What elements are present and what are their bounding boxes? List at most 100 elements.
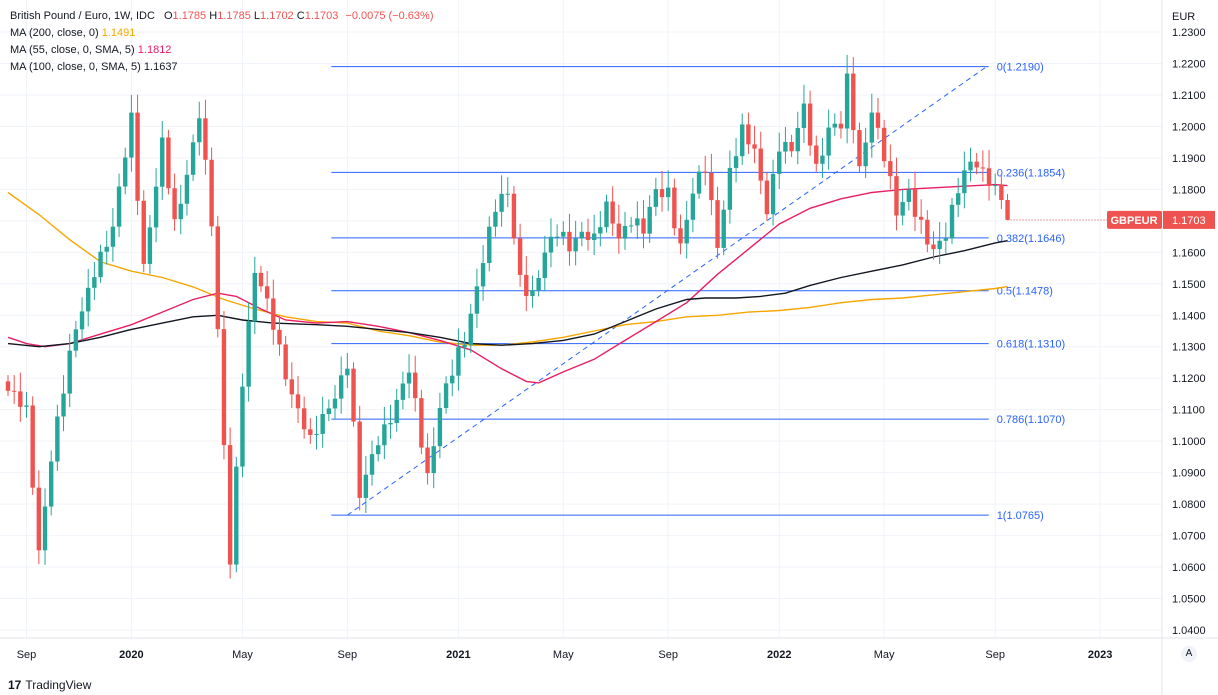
candle-body [246,321,251,387]
candle-body [635,218,640,226]
legend-ma100-value: 1.1637 [143,61,178,73]
candle-body [709,172,714,201]
candle-body [875,112,881,128]
candle-body [338,375,344,399]
candle-body [369,454,375,475]
candle-body [227,445,233,565]
price-tick-label: 1.2100 [1172,90,1206,102]
price-tick-label: 1.2200 [1172,58,1206,70]
candle-body [881,127,887,162]
candle-body [505,193,510,195]
candle-body [684,219,689,244]
candle-body [178,203,183,220]
candle-body [801,103,807,129]
candle-body [234,466,239,565]
candle-body [838,123,844,129]
candle-body [733,156,739,168]
legend-main-row[interactable]: British Pound / Euro, 1W, IDC O1.1785 H1… [10,8,434,25]
candle-body [851,73,856,131]
candle-body [542,252,547,278]
time-tick-label: 2020 [119,649,143,661]
candle-body [258,272,264,287]
candle-body [376,445,381,455]
candle-body [487,226,492,264]
candle-body [869,112,874,143]
price-tick-label: 1.1600 [1172,247,1206,259]
fib-level-label: 0.5(1.1478) [997,286,1053,298]
time-tick-label: Sep [338,649,358,661]
candle-body [955,193,961,205]
candle-body [55,416,60,462]
fib-level-label: 1(1.0765) [997,510,1044,522]
candle-body [141,200,146,264]
candle-body [264,286,270,299]
candle-body [764,180,770,215]
time-axis[interactable]: Sep 2020 May Sep 2021 May Sep 2022 May Sep 2023 [17,649,1113,661]
legend-ma55-row[interactable]: MA (55, close, 0, SMA, 5) 1.1812 [10,42,434,59]
candle-body [752,144,757,149]
candle-body [517,238,523,275]
candle-body [406,372,412,384]
candle-body [925,219,930,245]
candle-body [715,200,720,248]
candle-body [468,313,473,345]
candle-body [721,209,726,248]
candle-body [554,236,560,238]
legend-low-value: 1.1702 [260,10,294,22]
candle-body [413,372,418,399]
candle-body [918,216,924,220]
candle-body [573,238,578,252]
candle-body [968,161,973,171]
price-axis[interactable]: EUR 1.2300 1.2200 1.2100 1.2000 1.1900 1.1800 1… [1107,11,1215,637]
candle-body [314,433,319,435]
price-tick-label: 1.1300 [1172,342,1206,354]
candle-body [672,187,677,229]
last-price-tag [1163,210,1215,229]
candle-body [647,206,652,234]
legend-ma55-value: 1.1812 [137,44,172,56]
candle-body [301,408,307,430]
candle-body [912,189,918,217]
candle-body [116,186,122,227]
candle-body [400,383,406,400]
tradingview-branding[interactable]: 17 TradingView [8,678,91,692]
candle-body [153,186,159,228]
legend-ma200-row[interactable]: MA (200, close, 0) 1.1491 [10,25,434,42]
legend-ma100-label: MA (100, close, 0, SMA, 5) [10,61,141,73]
last-price-label: 1.1703 [1172,215,1206,227]
price-tick-label: 1.1100 [1172,405,1205,417]
candle-body [591,233,597,241]
candle-body [240,386,245,467]
candle-body [11,390,17,392]
symbol-tag [1107,210,1162,229]
candle-body [974,161,979,168]
candle-body [493,211,498,227]
candle-body [394,399,399,423]
time-tick-label: 2023 [1088,649,1112,661]
ma200-line [7,191,1008,346]
candle-body [980,167,986,169]
candle-body [727,167,733,210]
legend-ma100-row[interactable]: MA (100, close, 0, SMA, 5) 1.1637 [10,59,434,76]
legend-high-label: H [209,10,218,22]
candle-body [770,173,776,215]
candle-body [277,329,282,345]
time-tick-label: Sep [658,649,678,661]
price-tick-label: 1.0500 [1172,594,1206,606]
candle-body [628,225,634,227]
candle-body [807,103,813,146]
candle-body [345,368,350,376]
candle-body [425,447,430,474]
candle-body [147,227,153,264]
candle-body [332,398,338,409]
candle-body [931,244,936,250]
price-tick-label: 1.2000 [1172,121,1206,133]
candle-body [123,157,128,187]
auto-scale-button[interactable]: A [1181,646,1197,662]
candle-body [832,123,837,128]
candle-body [746,124,751,145]
legend-ma200-label: MA (200, close, 0) [10,27,99,39]
price-tick-label: 1.0400 [1172,625,1206,637]
legend-open-value: 1.1785 [172,10,207,22]
